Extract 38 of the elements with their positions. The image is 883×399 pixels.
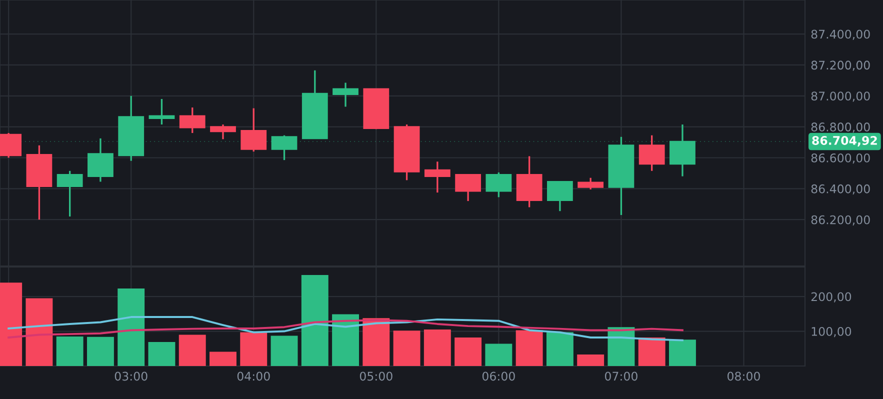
y-tick-label: 86.800,00 (811, 122, 870, 133)
y-tick-label: 86.600,00 (811, 153, 870, 164)
x-tick-label: 05:00 (360, 372, 392, 381)
x-tick-label: 06:00 (482, 372, 515, 381)
bar (362, 318, 390, 366)
bar (56, 336, 84, 366)
bar (26, 298, 53, 366)
y-tick-label: 86.200,00 (811, 215, 870, 226)
x-tick-label: 04:00 (237, 372, 270, 381)
bar (270, 336, 298, 366)
candlestick (148, 98, 175, 126)
bar (118, 288, 145, 366)
bar (577, 354, 604, 366)
bar (332, 314, 360, 366)
y-tick-label: 87.200,00 (811, 60, 870, 71)
bar (546, 332, 574, 366)
bar (424, 330, 451, 366)
bar (485, 344, 512, 366)
x-tick-label: 07:00 (604, 372, 638, 381)
ref-line-label: 86.704,92 (812, 136, 877, 146)
bar (638, 338, 666, 366)
bar (148, 342, 176, 366)
bar (454, 338, 482, 366)
bar (301, 274, 328, 366)
bar (86, 336, 114, 366)
y-tick-label: 200,00 (811, 292, 852, 302)
bar (668, 340, 696, 366)
y-tick-label: 87.000,00 (811, 92, 870, 102)
y-tick-label: 100,00 (812, 326, 852, 338)
x-tick-label: 08:00 (728, 372, 760, 381)
y-tick-label: 86.400,00 (811, 184, 870, 195)
bar (393, 330, 420, 366)
x-tick-label: 03:00 (114, 372, 148, 381)
y-tick-label: 87.400,00 (811, 30, 870, 40)
bar (210, 352, 236, 366)
bar (178, 334, 206, 366)
bar (240, 332, 268, 366)
bar (516, 330, 543, 366)
